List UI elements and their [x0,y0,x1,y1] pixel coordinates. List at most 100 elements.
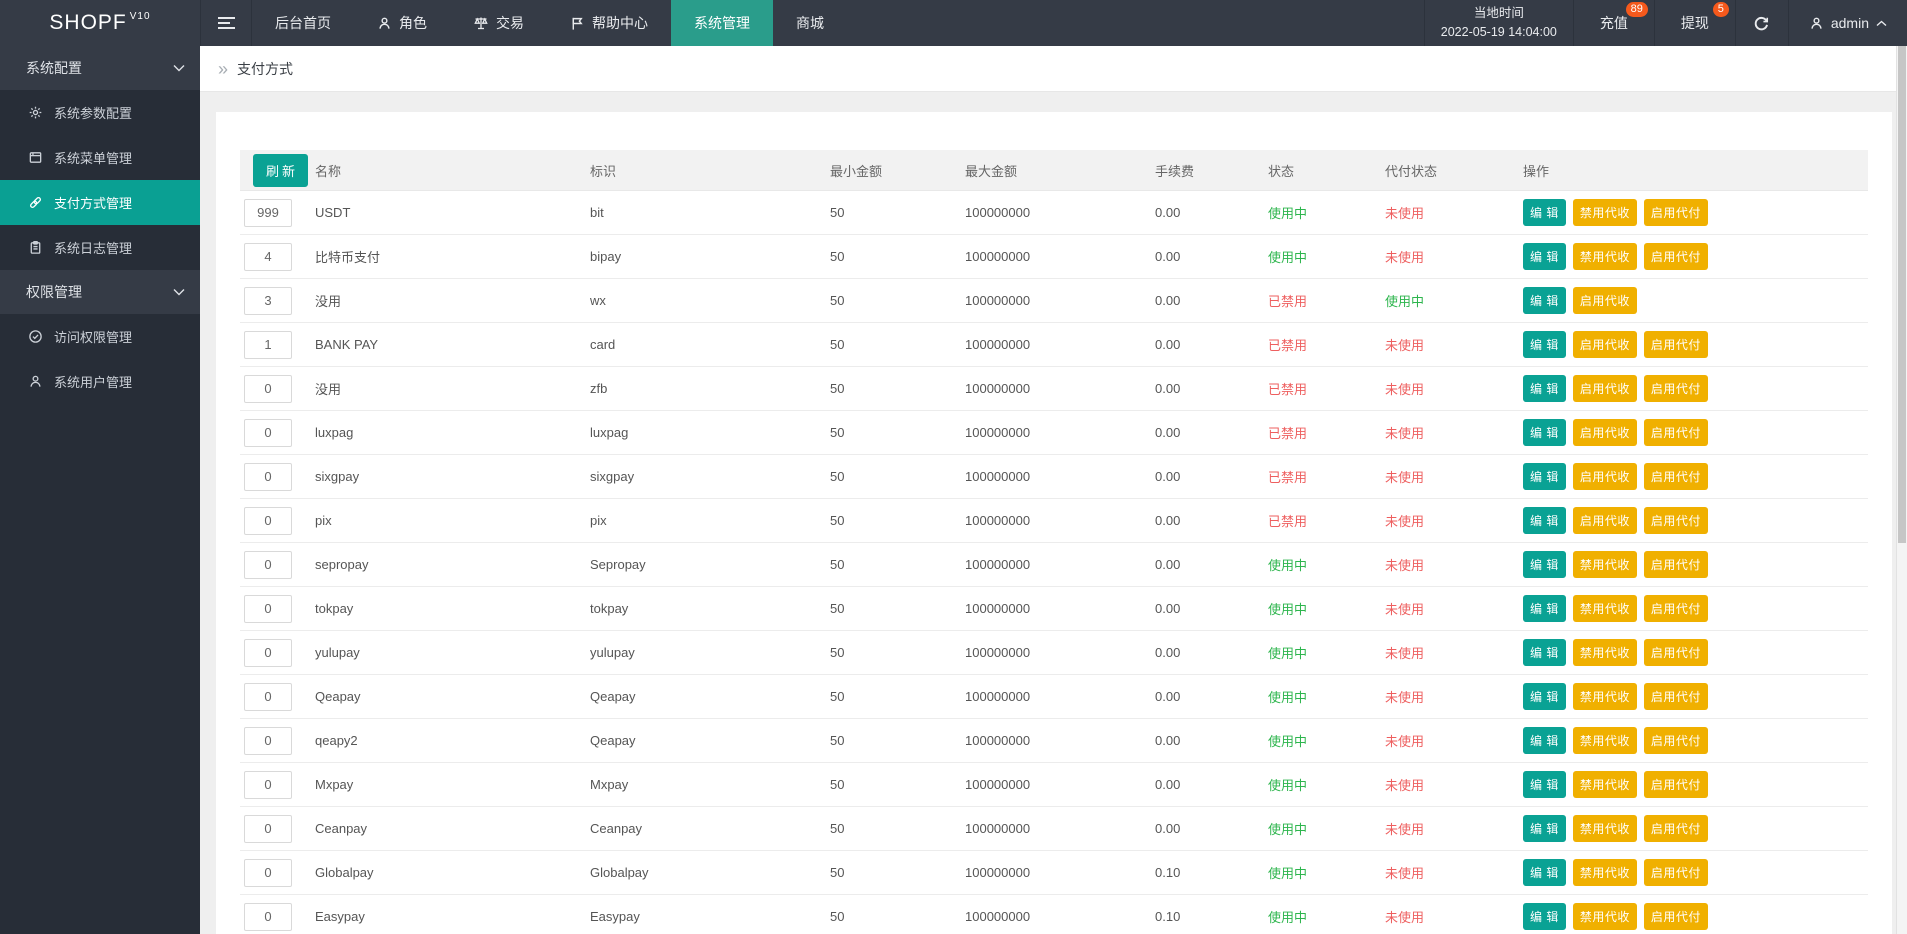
user-menu[interactable]: admin [1787,0,1907,46]
pay-status-text: 未使用 [1385,646,1425,661]
action-button[interactable]: 禁用代收 [1572,199,1637,226]
sort-input[interactable] [244,418,292,447]
page-refresh-button[interactable] [1734,0,1788,46]
action-button[interactable]: 禁用代收 [1572,727,1637,754]
action-button[interactable]: 启用代付 [1643,771,1708,798]
action-button[interactable]: 禁用代收 [1572,243,1637,270]
action-button[interactable]: 启用代付 [1643,595,1708,622]
sidebar-section-permissions[interactable]: 权限管理 [0,270,200,314]
action-button[interactable]: 启用代付 [1643,507,1708,534]
sidebar-item-system-params[interactable]: 系统参数配置 [0,90,200,135]
cell-code: card [590,322,830,367]
action-button[interactable]: 启用代付 [1643,815,1708,842]
sidebar-item-system-users[interactable]: 系统用户管理 [0,359,200,404]
sort-input[interactable] [244,286,292,315]
sort-input[interactable] [244,374,292,403]
cell-fee: 0.00 [1155,234,1268,279]
action-button[interactable]: 编 辑 [1523,771,1566,798]
action-button[interactable]: 编 辑 [1523,683,1566,710]
action-button[interactable]: 启用代付 [1643,419,1708,446]
sort-input[interactable] [244,198,292,227]
action-button[interactable]: 禁用代收 [1572,903,1637,930]
action-button[interactable]: 编 辑 [1523,243,1566,270]
cell-fee: 0.00 [1155,542,1268,587]
action-button[interactable]: 编 辑 [1523,639,1566,666]
sort-input[interactable] [244,858,292,887]
action-button[interactable]: 禁用代收 [1572,639,1637,666]
nav-item-help-center[interactable]: 帮助中心 [547,0,671,46]
cell-min-amount: 50 [830,850,965,895]
action-button[interactable]: 启用代收 [1572,287,1637,314]
action-button[interactable]: 启用代收 [1572,507,1637,534]
sidebar-item-system-logs[interactable]: 系统日志管理 [0,225,200,270]
action-button[interactable]: 编 辑 [1523,859,1566,886]
cell-fee: 0.00 [1155,762,1268,807]
sidebar-item-payment-methods[interactable]: 支付方式管理 [0,180,200,225]
action-button[interactable]: 编 辑 [1523,199,1566,226]
action-button[interactable]: 编 辑 [1523,815,1566,842]
scrollbar-thumb[interactable] [1898,46,1906,544]
sidebar-item-system-menus[interactable]: 系统菜单管理 [0,135,200,180]
action-button[interactable]: 启用代付 [1643,199,1708,226]
sort-input[interactable] [244,682,292,711]
action-button[interactable]: 启用代付 [1643,331,1708,358]
nav-item-system-management[interactable]: 系统管理 [671,0,773,46]
action-button[interactable]: 编 辑 [1523,463,1566,490]
page-scrollbar[interactable] [1896,46,1907,934]
action-button[interactable]: 禁用代收 [1572,595,1637,622]
sort-input[interactable] [244,462,292,491]
sort-input[interactable] [244,594,292,623]
cell-name: 比特币支付 [315,234,590,279]
action-button[interactable]: 编 辑 [1523,903,1566,930]
action-button[interactable]: 编 辑 [1523,419,1566,446]
nav-item-roles[interactable]: 角色 [354,0,450,46]
nav-item-trade[interactable]: 交易 [450,0,547,46]
action-button[interactable]: 编 辑 [1523,331,1566,358]
sort-input[interactable] [244,814,292,843]
action-button[interactable]: 启用代付 [1643,463,1708,490]
action-button[interactable]: 启用代收 [1572,463,1637,490]
action-button[interactable]: 编 辑 [1523,287,1566,314]
action-button[interactable]: 禁用代收 [1572,815,1637,842]
cell-fee: 0.00 [1155,366,1268,411]
sort-input[interactable] [244,770,292,799]
action-button[interactable]: 编 辑 [1523,727,1566,754]
sort-input[interactable] [244,638,292,667]
recharge-link[interactable]: 充值 89 [1572,0,1654,46]
cell-fee: 0.00 [1155,630,1268,675]
sidebar-toggle-button[interactable] [200,0,252,46]
action-button[interactable]: 启用代收 [1572,375,1637,402]
action-button[interactable]: 禁用代收 [1572,859,1637,886]
action-button[interactable]: 编 辑 [1523,595,1566,622]
action-button[interactable]: 启用代收 [1572,331,1637,358]
action-button[interactable]: 启用代收 [1572,419,1637,446]
sort-input[interactable] [244,330,292,359]
sort-input[interactable] [244,242,292,271]
action-button[interactable]: 启用代付 [1643,375,1708,402]
action-button[interactable]: 启用代付 [1643,551,1708,578]
nav-item-home[interactable]: 后台首页 [275,15,331,31]
action-button[interactable]: 编 辑 [1523,507,1566,534]
local-time-label: 当地时间 [1473,5,1524,20]
action-button[interactable]: 启用代付 [1643,683,1708,710]
action-button[interactable]: 编 辑 [1523,375,1566,402]
action-button[interactable]: 启用代付 [1643,859,1708,886]
action-button[interactable]: 启用代付 [1643,727,1708,754]
action-button[interactable]: 编 辑 [1523,551,1566,578]
sort-input[interactable] [244,550,292,579]
refresh-table-button[interactable]: 刷新 [253,153,309,187]
action-button[interactable]: 禁用代收 [1572,771,1637,798]
withdraw-link[interactable]: 提现 5 [1653,0,1735,46]
table-header-row: 刷新 名称 标识 最小金额 最大金额 手续费 状态 代付状态 操作 [240,150,1868,191]
nav-item-mall[interactable]: 商城 [796,15,824,31]
sidebar-item-access-permissions[interactable]: 访问权限管理 [0,314,200,359]
action-button[interactable]: 启用代付 [1643,903,1708,930]
sidebar-section-system-config[interactable]: 系统配置 [0,46,200,90]
action-button[interactable]: 禁用代收 [1572,551,1637,578]
sort-input[interactable] [244,506,292,535]
sort-input[interactable] [244,726,292,755]
sort-input[interactable] [244,902,292,931]
action-button[interactable]: 启用代付 [1643,639,1708,666]
action-button[interactable]: 禁用代收 [1572,683,1637,710]
action-button[interactable]: 启用代付 [1643,243,1708,270]
